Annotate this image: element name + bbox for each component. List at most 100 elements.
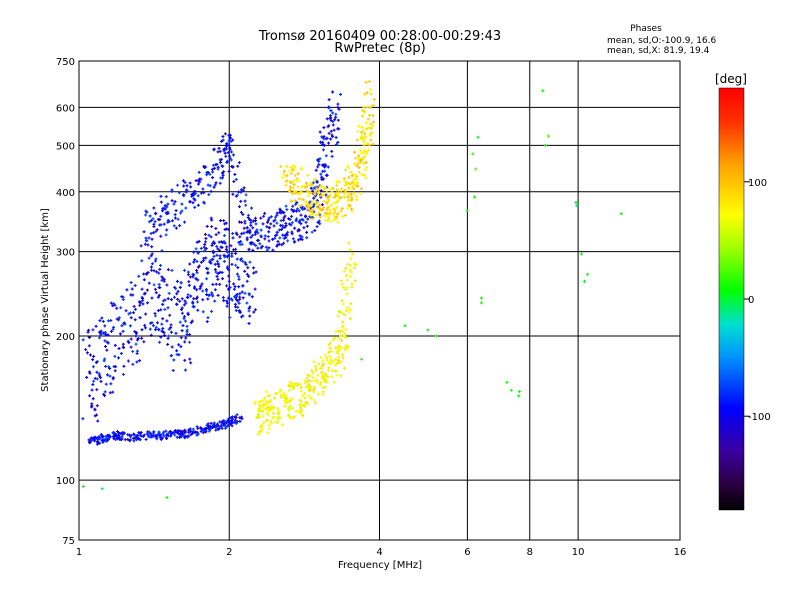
data-point — [155, 270, 159, 274]
data-point — [143, 326, 147, 330]
data-point — [150, 296, 154, 300]
data-point — [176, 217, 180, 221]
data-point — [203, 232, 207, 236]
data-point — [289, 416, 293, 420]
data-point — [120, 295, 124, 299]
data-point — [217, 231, 221, 235]
data-point — [267, 393, 271, 397]
data-point — [289, 166, 293, 170]
data-point — [329, 203, 333, 207]
data-point — [212, 254, 216, 258]
data-point — [505, 380, 509, 384]
data-point — [294, 191, 298, 195]
data-point — [103, 394, 107, 398]
data-point — [192, 297, 196, 301]
data-point — [145, 210, 149, 214]
data-point — [337, 107, 341, 111]
data-point — [150, 252, 154, 256]
data-point — [257, 408, 261, 412]
data-point — [158, 340, 162, 344]
data-point — [214, 428, 218, 432]
data-point — [127, 312, 131, 316]
data-point — [105, 373, 109, 377]
data-point — [227, 154, 231, 158]
data-point — [175, 349, 179, 353]
data-point — [293, 174, 297, 178]
data-point — [183, 299, 187, 303]
data-point — [260, 423, 264, 427]
data-point — [288, 398, 292, 402]
data-point — [176, 297, 180, 301]
data-point — [328, 346, 332, 350]
data-point — [313, 229, 317, 233]
data-point — [256, 231, 260, 235]
data-point — [233, 285, 237, 289]
data-point — [128, 324, 132, 328]
data-point — [195, 295, 199, 299]
data-point — [113, 369, 117, 373]
data-point — [368, 80, 372, 84]
data-point — [193, 198, 197, 202]
data-point — [250, 240, 254, 244]
data-point — [149, 231, 153, 235]
data-point — [196, 300, 199, 304]
data-point — [260, 428, 264, 432]
data-point — [310, 210, 314, 214]
data-point — [264, 245, 268, 249]
data-point — [352, 262, 356, 266]
data-point — [292, 167, 296, 171]
data-point — [270, 404, 274, 408]
data-point — [94, 324, 98, 328]
data-point — [208, 184, 212, 188]
data-point — [368, 134, 372, 138]
data-point — [330, 190, 334, 194]
data-point — [197, 170, 201, 174]
y-tick-label: 100 — [56, 476, 75, 487]
data-point — [175, 302, 179, 306]
data-point — [245, 238, 249, 242]
data-point — [300, 408, 304, 412]
data-point — [162, 279, 166, 283]
data-point — [334, 369, 338, 373]
data-point — [333, 118, 337, 122]
data-point — [313, 190, 317, 194]
data-point — [299, 191, 303, 195]
data-point — [117, 356, 121, 360]
data-point — [349, 187, 353, 191]
data-point — [282, 210, 286, 214]
data-point — [155, 228, 159, 232]
data-point — [303, 403, 307, 407]
data-point — [214, 270, 218, 274]
data-point — [266, 431, 270, 435]
data-point — [269, 215, 273, 219]
data-point — [99, 329, 103, 333]
data-point — [225, 160, 229, 164]
data-point — [305, 202, 309, 206]
data-point — [352, 266, 356, 270]
data-point — [258, 242, 262, 246]
data-point — [164, 429, 168, 433]
data-point — [298, 220, 302, 224]
data-point — [166, 306, 170, 310]
data-point — [257, 400, 261, 404]
data-point — [167, 334, 171, 338]
data-point — [290, 208, 294, 212]
data-point — [366, 117, 370, 121]
data-point — [133, 318, 137, 322]
data-point — [241, 259, 245, 263]
data-point — [365, 91, 369, 95]
data-point — [181, 193, 185, 197]
data-point — [336, 314, 340, 318]
data-point — [157, 293, 161, 297]
data-point — [81, 417, 85, 421]
data-point — [222, 259, 226, 263]
data-point — [108, 374, 112, 378]
data-point — [100, 316, 104, 320]
data-point — [135, 349, 139, 353]
data-point — [206, 171, 210, 175]
data-point — [91, 397, 95, 401]
data-point — [322, 200, 326, 204]
data-point — [226, 301, 230, 305]
data-point — [286, 399, 290, 403]
data-point — [117, 347, 121, 351]
